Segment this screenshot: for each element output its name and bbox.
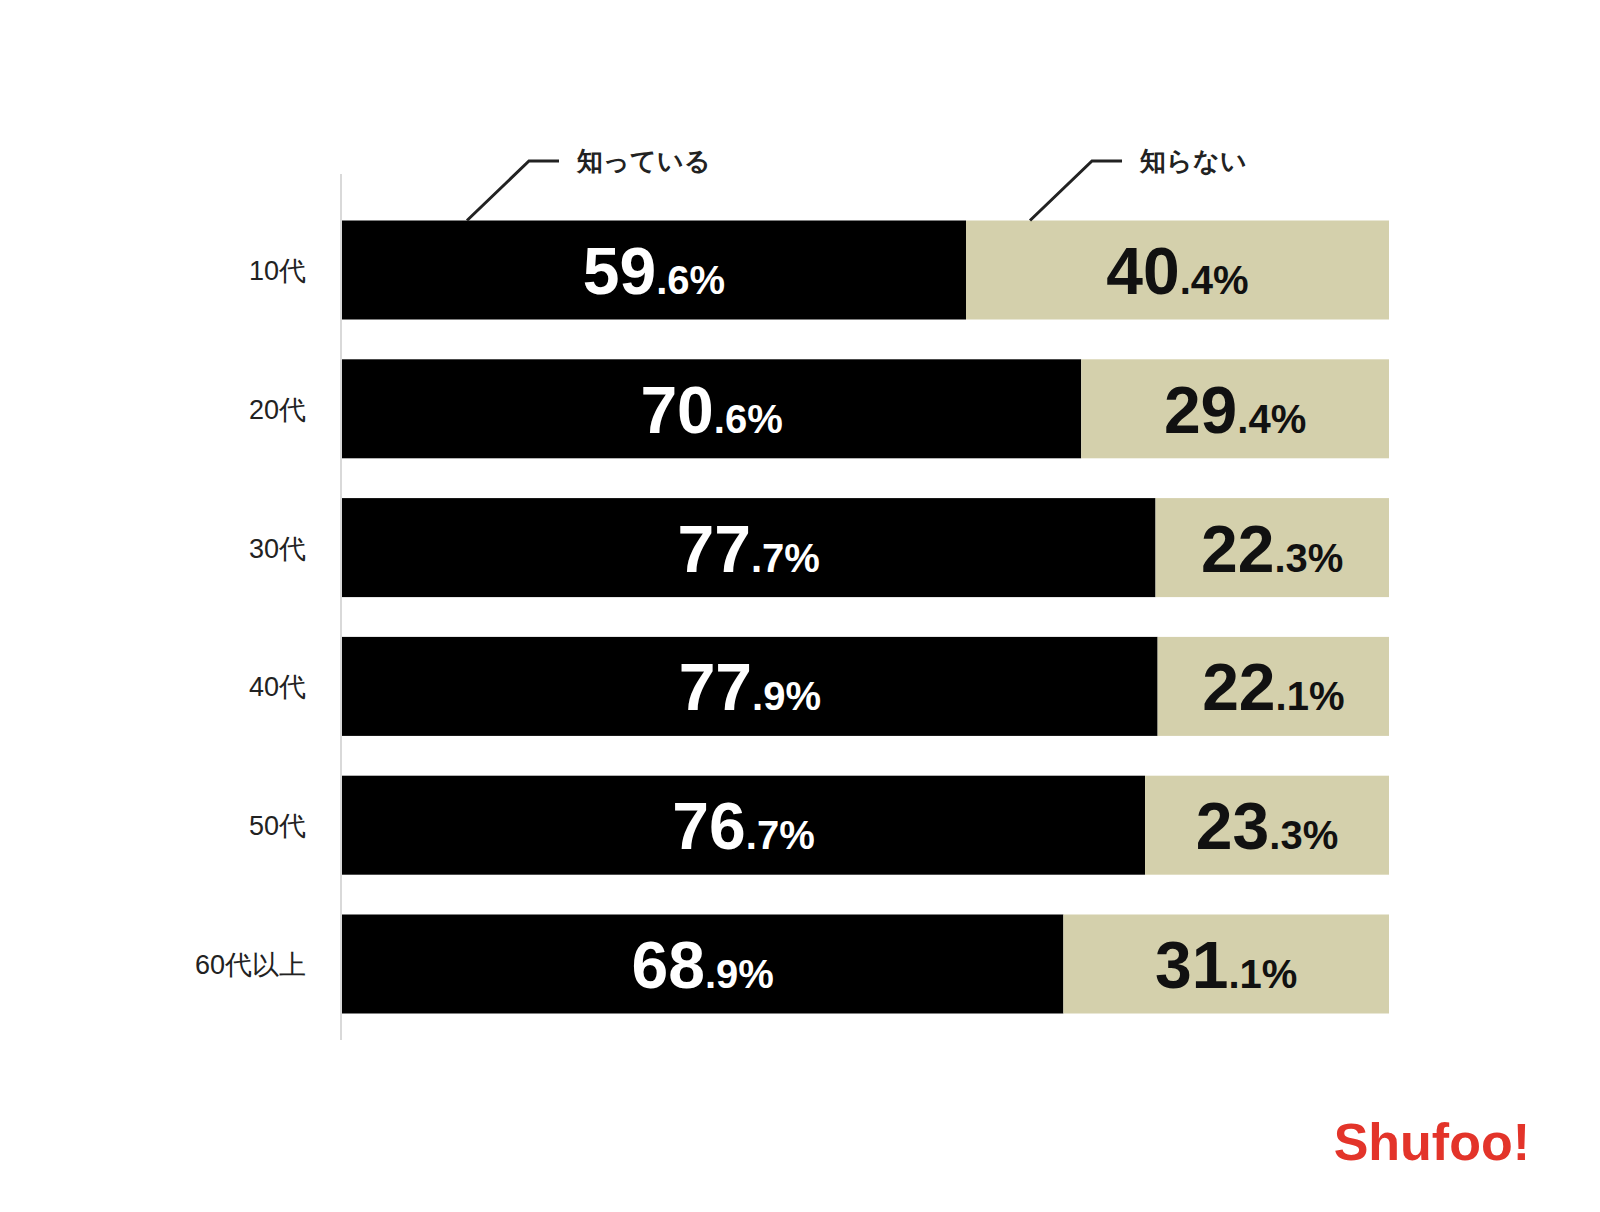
bars: [342, 221, 1389, 1014]
data-label-main: 22: [1202, 650, 1275, 724]
data-label-decimal: .9%: [705, 952, 774, 996]
data-label: 77.9%: [679, 650, 821, 724]
data-label: 68.9%: [632, 928, 774, 1002]
data-label-main: 70: [640, 373, 713, 447]
data-label-main: 59: [583, 234, 656, 308]
data-label-main: 77: [679, 650, 752, 724]
data-label-decimal: .9%: [752, 674, 821, 718]
bar-segment: [342, 776, 1145, 875]
data-label-main: 23: [1196, 789, 1269, 863]
bar-segment: [1158, 637, 1389, 736]
data-label: 23.3%: [1196, 789, 1338, 863]
category-label: 30代: [249, 534, 306, 564]
data-label: 77.7%: [678, 512, 820, 586]
bar-segment: [1081, 359, 1389, 458]
legend-leader: [1030, 161, 1122, 221]
data-label-decimal: .3%: [1269, 813, 1338, 857]
category-label: 40代: [249, 672, 306, 702]
legend-label: 知らない: [1139, 146, 1247, 176]
chart-svg: 59.6%40.4%70.6%29.4%77.7%22.3%77.9%22.1%…: [0, 0, 1600, 1212]
logo: Shufoo!: [1334, 1113, 1530, 1171]
legend-label: 知っている: [576, 146, 711, 176]
bar-segment: [1145, 776, 1389, 875]
bar-segment: [1156, 498, 1389, 597]
category-label: 10代: [249, 256, 306, 286]
data-label-main: 68: [632, 928, 705, 1002]
data-label-main: 31: [1155, 928, 1228, 1002]
data-label: 40.4%: [1106, 234, 1248, 308]
data-label: 70.6%: [640, 373, 782, 447]
category-label: 20代: [249, 395, 306, 425]
data-label-decimal: .6%: [656, 258, 725, 302]
data-label: 29.4%: [1164, 373, 1306, 447]
chart-root: 59.6%40.4%70.6%29.4%77.7%22.3%77.9%22.1%…: [0, 0, 1600, 1212]
data-label: 59.6%: [583, 234, 725, 308]
data-label-decimal: .1%: [1228, 952, 1297, 996]
data-label-decimal: .7%: [751, 536, 820, 580]
data-label: 22.1%: [1202, 650, 1344, 724]
data-label-decimal: .4%: [1180, 258, 1249, 302]
category-label: 60代以上: [195, 950, 306, 980]
data-label-decimal: .4%: [1237, 397, 1306, 441]
bar-segment: [342, 359, 1081, 458]
bar-segment: [342, 637, 1158, 736]
data-label-main: 77: [678, 512, 751, 586]
data-label-decimal: .3%: [1275, 536, 1344, 580]
bar-segment: [342, 498, 1156, 597]
data-label: 76.7%: [672, 789, 814, 863]
data-label-main: 22: [1201, 512, 1274, 586]
category-label: 50代: [249, 811, 306, 841]
data-label-decimal: .7%: [746, 813, 815, 857]
data-label: 22.3%: [1201, 512, 1343, 586]
axis-line: [340, 174, 342, 1040]
data-label-decimal: .6%: [714, 397, 783, 441]
bar-segment: [1063, 915, 1389, 1014]
data-label-decimal: .1%: [1276, 674, 1345, 718]
legend-leader: [467, 161, 559, 221]
data-labels: 59.6%40.4%70.6%29.4%77.7%22.3%77.9%22.1%…: [583, 234, 1345, 1002]
bar-segment: [342, 915, 1063, 1014]
bar-segment: [966, 221, 1389, 320]
data-label-main: 40: [1106, 234, 1179, 308]
data-label: 31.1%: [1155, 928, 1297, 1002]
data-label-main: 76: [672, 789, 745, 863]
bar-segment: [342, 221, 966, 320]
data-label-main: 29: [1164, 373, 1237, 447]
